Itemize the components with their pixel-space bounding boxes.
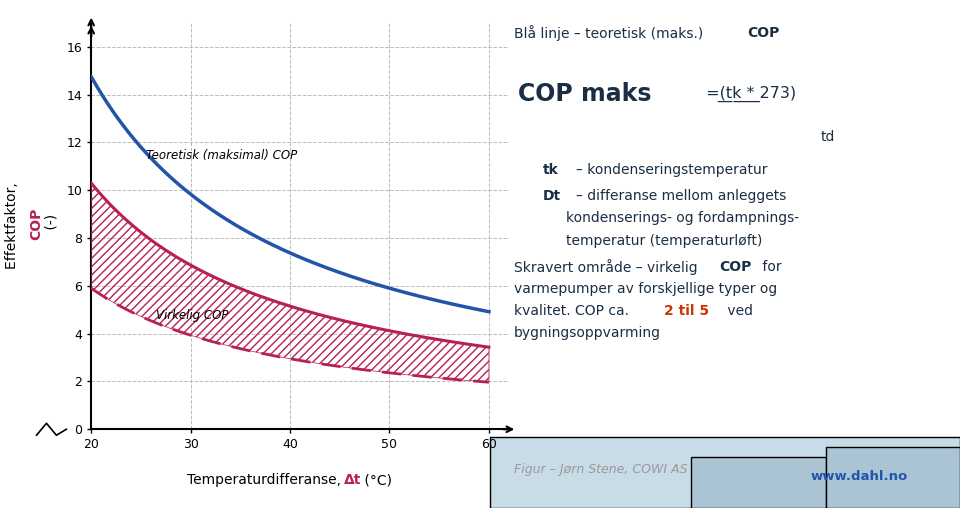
Text: COP maks: COP maks: [518, 82, 652, 106]
Text: kondenserings- og fordampnings-: kondenserings- og fordampnings-: [566, 211, 800, 226]
Text: Teoretisk (maksimal) COP: Teoretisk (maksimal) COP: [146, 149, 298, 162]
Text: td: td: [821, 130, 835, 144]
Text: Blå linje – teoretisk (maks.): Blå linje – teoretisk (maks.): [514, 25, 708, 41]
Text: COP: COP: [720, 260, 752, 274]
Text: – kondenseringstemperatur: – kondenseringstemperatur: [576, 163, 767, 177]
Text: COP: COP: [30, 207, 43, 240]
Text: Virkelig COP: Virkelig COP: [156, 309, 228, 322]
Text: varmepumper av forskjellige typer og: varmepumper av forskjellige typer og: [514, 281, 777, 296]
Text: – differanse mellom anleggets: – differanse mellom anleggets: [576, 188, 786, 203]
Text: Dt: Dt: [542, 188, 561, 203]
Text: bygningsoppvarming: bygningsoppvarming: [514, 326, 660, 340]
Text: (-): (-): [45, 213, 59, 234]
Text: Temperaturdifferanse,: Temperaturdifferanse,: [187, 473, 346, 487]
Text: kvalitet. COP ca.: kvalitet. COP ca.: [514, 304, 633, 318]
Text: Figur – Jørn Stene, COWI AS: Figur – Jørn Stene, COWI AS: [514, 463, 687, 477]
Text: =(̲t̲k̲ ̲*̲ ̲273): =(̲t̲k̲ ̲*̲ ̲273): [701, 86, 796, 102]
Text: ved: ved: [723, 304, 753, 318]
Text: Effektfaktor,: Effektfaktor,: [5, 178, 18, 269]
Text: 2 til 5: 2 til 5: [664, 304, 709, 318]
Text: for: for: [758, 260, 782, 274]
Text: COP: COP: [747, 26, 780, 40]
Text: temperatur (temperaturløft): temperatur (temperaturløft): [566, 234, 763, 248]
Text: (°C): (°C): [360, 473, 392, 487]
Text: www.dahl.no: www.dahl.no: [810, 470, 908, 483]
Text: tk: tk: [542, 163, 558, 177]
Text: Skravert område – virkelig: Skravert område – virkelig: [514, 259, 702, 275]
Text: Δt: Δt: [344, 473, 361, 487]
